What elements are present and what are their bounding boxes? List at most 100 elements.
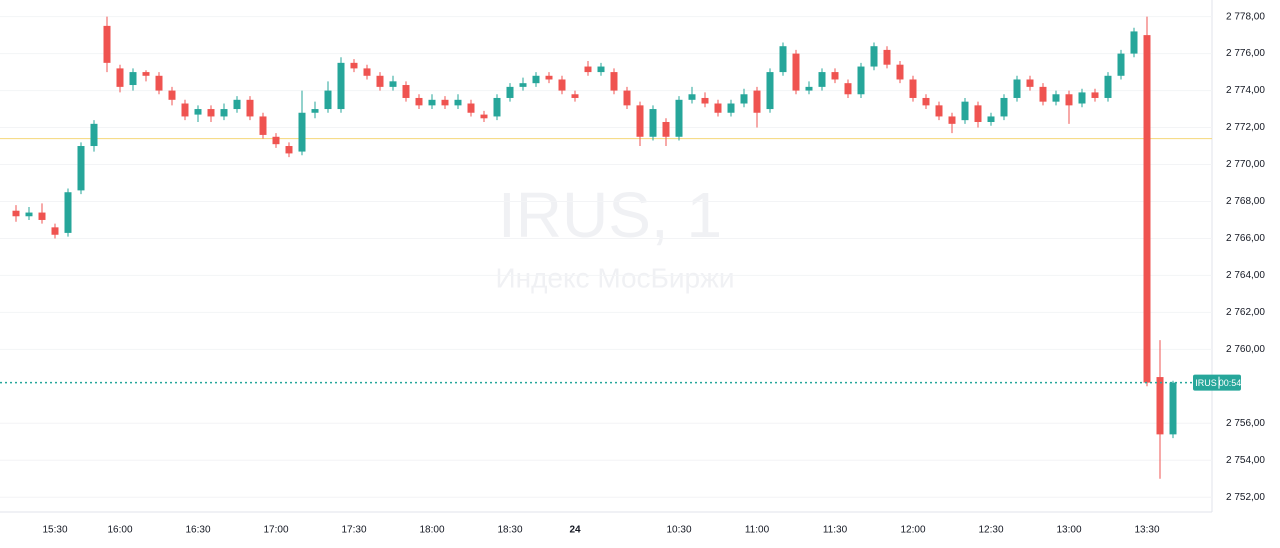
candle-body bbox=[1026, 79, 1034, 87]
candle-body bbox=[701, 97, 709, 104]
candle-body bbox=[298, 112, 306, 152]
x-tick-label: 12:00 bbox=[900, 525, 925, 536]
candle-body bbox=[194, 109, 202, 115]
candle-body bbox=[987, 116, 995, 122]
candle-body bbox=[389, 81, 397, 87]
candle-body bbox=[519, 83, 527, 87]
y-tick-label: 2 770,00 bbox=[1226, 159, 1265, 170]
candle-body bbox=[1039, 86, 1047, 102]
y-tick-label: 2 756,00 bbox=[1226, 418, 1265, 429]
candle-body bbox=[51, 227, 59, 235]
candle-body bbox=[818, 72, 826, 87]
x-tick-label: 16:00 bbox=[107, 525, 132, 536]
candle-body bbox=[77, 146, 85, 191]
tag-symbol: IRUS bbox=[1195, 378, 1217, 388]
x-tick-label: 13:00 bbox=[1056, 525, 1081, 536]
y-tick-label: 2 764,00 bbox=[1226, 270, 1265, 281]
candle-body bbox=[207, 109, 215, 117]
candle-body bbox=[1169, 382, 1177, 435]
candle-body bbox=[1065, 94, 1073, 106]
candle-body bbox=[883, 49, 891, 65]
candle-body bbox=[220, 109, 228, 117]
x-tick-label: 11:30 bbox=[823, 525, 848, 536]
candle-body bbox=[558, 79, 566, 91]
y-tick-label: 2 778,00 bbox=[1226, 11, 1265, 22]
candle-body bbox=[25, 212, 33, 217]
candle-body bbox=[857, 66, 865, 95]
x-tick-label: 17:30 bbox=[341, 525, 366, 536]
x-tick-label: 13:30 bbox=[1134, 525, 1159, 536]
candle-body bbox=[337, 62, 345, 110]
candle-body bbox=[584, 66, 592, 73]
candle-body bbox=[714, 103, 722, 113]
candle-body bbox=[350, 62, 358, 69]
y-tick-label: 2 766,00 bbox=[1226, 233, 1265, 244]
candle-body bbox=[272, 136, 280, 145]
candle-body bbox=[64, 192, 72, 233]
candle-body bbox=[363, 68, 371, 76]
candle-body bbox=[909, 79, 917, 98]
candle-body bbox=[948, 116, 956, 124]
candle-body bbox=[428, 99, 436, 106]
x-tick-label: 10:30 bbox=[666, 525, 691, 536]
watermark-subtitle: Индекс МосБиржи bbox=[495, 262, 734, 293]
candle-body bbox=[1104, 75, 1112, 98]
candle-body bbox=[649, 109, 657, 137]
candle-body bbox=[506, 86, 514, 98]
candle-body bbox=[1078, 92, 1086, 104]
candle-body bbox=[324, 90, 332, 110]
x-tick-label: 16:30 bbox=[185, 525, 210, 536]
candle-body bbox=[844, 83, 852, 95]
candle-body bbox=[454, 99, 462, 106]
candle-body bbox=[961, 101, 969, 121]
candle-body bbox=[493, 97, 501, 117]
last-price-tag bbox=[1193, 374, 1241, 391]
x-tick-label: 15:30 bbox=[42, 525, 67, 536]
candle-body bbox=[402, 85, 410, 98]
candle-body bbox=[545, 75, 553, 80]
candle-body bbox=[311, 109, 319, 113]
y-tick-label: 2 772,00 bbox=[1226, 122, 1265, 133]
candle-body bbox=[1052, 94, 1060, 102]
candle-body bbox=[805, 86, 813, 91]
x-tick-label: 11:00 bbox=[745, 525, 770, 536]
candle-body bbox=[766, 72, 774, 110]
watermark-title: IRUS, 1 bbox=[498, 179, 722, 251]
tag-countdown: 00:54 bbox=[1219, 378, 1242, 388]
candle-body bbox=[740, 94, 748, 104]
y-tick-label: 2 776,00 bbox=[1226, 48, 1265, 59]
y-tick-label: 2 760,00 bbox=[1226, 344, 1265, 355]
candle-body bbox=[935, 105, 943, 117]
candle-body bbox=[1143, 35, 1151, 383]
candle-body bbox=[129, 72, 137, 86]
x-tick-label: 17:00 bbox=[263, 525, 288, 536]
candle-body bbox=[1013, 79, 1021, 98]
candle-body bbox=[922, 97, 930, 106]
x-tick-label: 18:30 bbox=[497, 525, 522, 536]
candle-body bbox=[675, 99, 683, 137]
candle-body bbox=[532, 75, 540, 84]
candle-body bbox=[779, 46, 787, 73]
candle-body bbox=[155, 75, 163, 91]
candle-body bbox=[636, 105, 644, 137]
candle-body bbox=[12, 210, 20, 217]
candle-body bbox=[181, 103, 189, 117]
x-tick-label: 18:00 bbox=[419, 525, 444, 536]
candle-body bbox=[688, 94, 696, 100]
candle-body bbox=[1156, 377, 1164, 435]
candle-body bbox=[90, 123, 98, 147]
candle-body bbox=[246, 99, 254, 117]
candle-body bbox=[623, 90, 631, 106]
candle-body bbox=[480, 114, 488, 119]
candle-body bbox=[467, 103, 475, 113]
y-tick-label: 2 754,00 bbox=[1226, 455, 1265, 466]
candle-body bbox=[792, 53, 800, 91]
candle-body bbox=[38, 212, 46, 220]
candle-body bbox=[831, 72, 839, 80]
candle-body bbox=[1130, 31, 1138, 54]
x-tick-label: 12:30 bbox=[978, 525, 1003, 536]
candle-body bbox=[571, 94, 579, 98]
candle-body bbox=[259, 116, 267, 135]
